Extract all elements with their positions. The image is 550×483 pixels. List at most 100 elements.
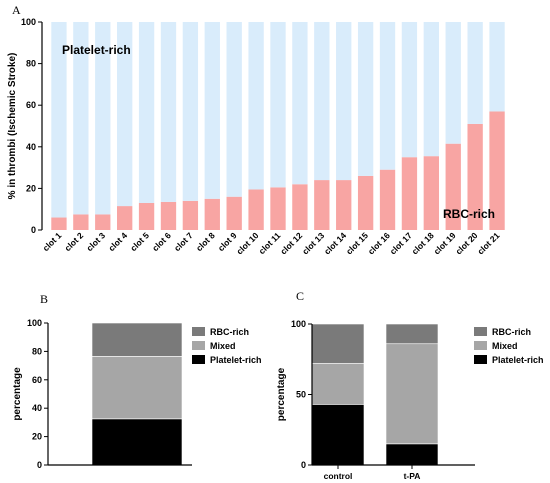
- bar-platelet-clot-12: [292, 22, 308, 185]
- x-tick-clot-19: clot 19: [432, 230, 458, 256]
- bar-mixed-t-pa: [385, 343, 439, 445]
- legend-label-mixed: Mixed: [492, 341, 518, 351]
- y-tick-40: 40: [32, 403, 42, 413]
- legend-swatch-rbc-rich: [192, 327, 205, 336]
- bar-rbc-clot-11: [270, 187, 286, 230]
- bar-platelet-clot-14: [336, 22, 352, 181]
- x-tick-clot-5: clot 5: [128, 230, 151, 253]
- bar-platelet-clot-18: [423, 22, 439, 157]
- x-tick-clot-18: clot 18: [410, 230, 436, 256]
- x-tick-clot-10: clot 10: [234, 230, 260, 256]
- y-tick-0: 0: [37, 460, 42, 470]
- y-axis-label: percentage: [276, 367, 287, 421]
- bar-platelet-clot-2: [73, 22, 89, 215]
- chart-b: 0 20 40 60 80 100 percentage RBC-rich Mixed Plate…: [12, 318, 262, 470]
- x-tick-clot-21: clot 21: [475, 230, 501, 256]
- bar-rbc-clot-21: [489, 111, 505, 230]
- y-tick-80: 80: [32, 346, 42, 356]
- bar-rbc-clot-12: [292, 184, 308, 230]
- y-tick-0: 0: [31, 225, 36, 235]
- legend-label-mixed: Mixed: [210, 341, 236, 351]
- annotation-platelet-rich: Platelet-rich: [62, 43, 131, 57]
- bar-rbc-clot-6: [160, 201, 177, 230]
- bar-rbc-clot-3: [95, 214, 111, 230]
- bar-mixed-control: [311, 363, 365, 405]
- x-tick-control: control: [324, 471, 353, 481]
- bar-rbc-clot-13: [314, 180, 330, 230]
- bar-rbc-clot-7: [182, 200, 199, 230]
- chart-a: clot 1 clot 2 clot 3 clot 4 clot 5 clot 6 clot…: [7, 17, 505, 256]
- legend-label-platelet-rich: Platelet-rich: [210, 355, 262, 365]
- y-axis-label: percentage: [12, 367, 23, 421]
- bar-platelet-clot-1: [51, 22, 67, 218]
- y-tick-80: 80: [26, 59, 36, 69]
- bar-platelet-clot-7: [182, 22, 199, 201]
- y-tick-100: 100: [27, 318, 42, 328]
- legend-swatch-platelet-rich: [192, 355, 205, 364]
- x-tick-clot-4: clot 4: [106, 230, 129, 253]
- panel-a-letter: A: [12, 3, 21, 17]
- y-tick-60: 60: [32, 375, 42, 385]
- panel-b-letter: B: [40, 292, 48, 306]
- bar-rbc-clot-2: [73, 214, 89, 230]
- bar-rbc-clot-20: [467, 123, 483, 230]
- y-tick-0: 0: [301, 460, 306, 470]
- legend-label-rbc-rich: RBC-rich: [492, 327, 531, 337]
- x-tick-clot-20: clot 20: [453, 230, 479, 256]
- bar-rbc-rich-control: [311, 323, 365, 364]
- bar-mixed: [91, 356, 183, 420]
- legend-swatch-platelet-rich: [474, 355, 487, 364]
- x-tick-clot-12: clot 12: [278, 230, 304, 256]
- x-tick-clot-14: clot 14: [322, 230, 348, 256]
- legend-swatch-mixed: [474, 341, 487, 350]
- bar-platelet-clot-19: [445, 22, 461, 144]
- bar-platelet-clot-20: [467, 22, 483, 124]
- x-tick-clot-11: clot 11: [257, 230, 283, 256]
- bar-rbc-clot-4: [117, 206, 133, 230]
- legend-label-rbc-rich: RBC-rich: [210, 327, 249, 337]
- bar-platelet-clot-6: [160, 22, 177, 202]
- x-tick-clot-2: clot 2: [63, 230, 86, 253]
- bar-platelet-clot-13: [314, 22, 330, 181]
- bar-platelet-clot-10: [248, 22, 264, 190]
- panel-c-letter: C: [296, 289, 304, 303]
- bar-platelet-rich: [91, 418, 183, 466]
- bar-platelet-clot-5: [138, 22, 155, 203]
- chart-c: control t-PA 0 50 100 percentage RBC-rich Mixed…: [276, 319, 544, 481]
- y-tick-60: 60: [26, 100, 36, 110]
- y-tick-100: 100: [21, 17, 36, 27]
- bar-platelet-rich-control: [311, 404, 365, 466]
- x-tick-clot-6: clot 6: [150, 230, 173, 253]
- y-tick-40: 40: [26, 142, 36, 152]
- bar-rbc-clot-15: [357, 175, 374, 230]
- bar-platelet-clot-11: [270, 22, 286, 188]
- legend-swatch-mixed: [192, 341, 205, 350]
- bar-platelet-clot-8: [204, 22, 220, 199]
- x-tick-clot-16: clot 16: [366, 230, 392, 256]
- legend-label-platelet-rich: Platelet-rich: [492, 355, 544, 365]
- bar-platelet-clot-16: [379, 22, 396, 170]
- x-tick-clot-17: clot 17: [388, 230, 414, 256]
- x-tick-t-pa: t-PA: [404, 471, 421, 481]
- y-tick-20: 20: [26, 183, 36, 193]
- y-tick-100: 100: [291, 319, 306, 329]
- bar-platelet-clot-17: [401, 22, 418, 158]
- bar-platelet-clot-15: [357, 22, 374, 176]
- x-tick-clot-13: clot 13: [300, 230, 326, 256]
- x-tick-clot-8: clot 8: [194, 230, 217, 253]
- x-tick-clot-7: clot 7: [172, 230, 195, 253]
- bar-rbc-clot-10: [248, 189, 264, 230]
- x-tick-clot-15: clot 15: [344, 230, 370, 256]
- bar-rbc-clot-19: [445, 143, 461, 230]
- bar-rbc-clot-16: [379, 169, 396, 230]
- annotation-rbc-rich: RBC-rich: [443, 207, 495, 221]
- bar-rbc-clot-1: [51, 217, 67, 230]
- bar-platelet-clot-21: [489, 22, 505, 112]
- y-axis-label: % in thrombi (Ischemic Stroke): [7, 53, 18, 200]
- bar-platelet-clot-9: [226, 22, 242, 197]
- legend-swatch-rbc-rich: [474, 327, 487, 336]
- y-tick-50: 50: [296, 390, 306, 400]
- bar-rbc-clot-17: [401, 157, 418, 230]
- bar-rbc-rich: [91, 322, 183, 357]
